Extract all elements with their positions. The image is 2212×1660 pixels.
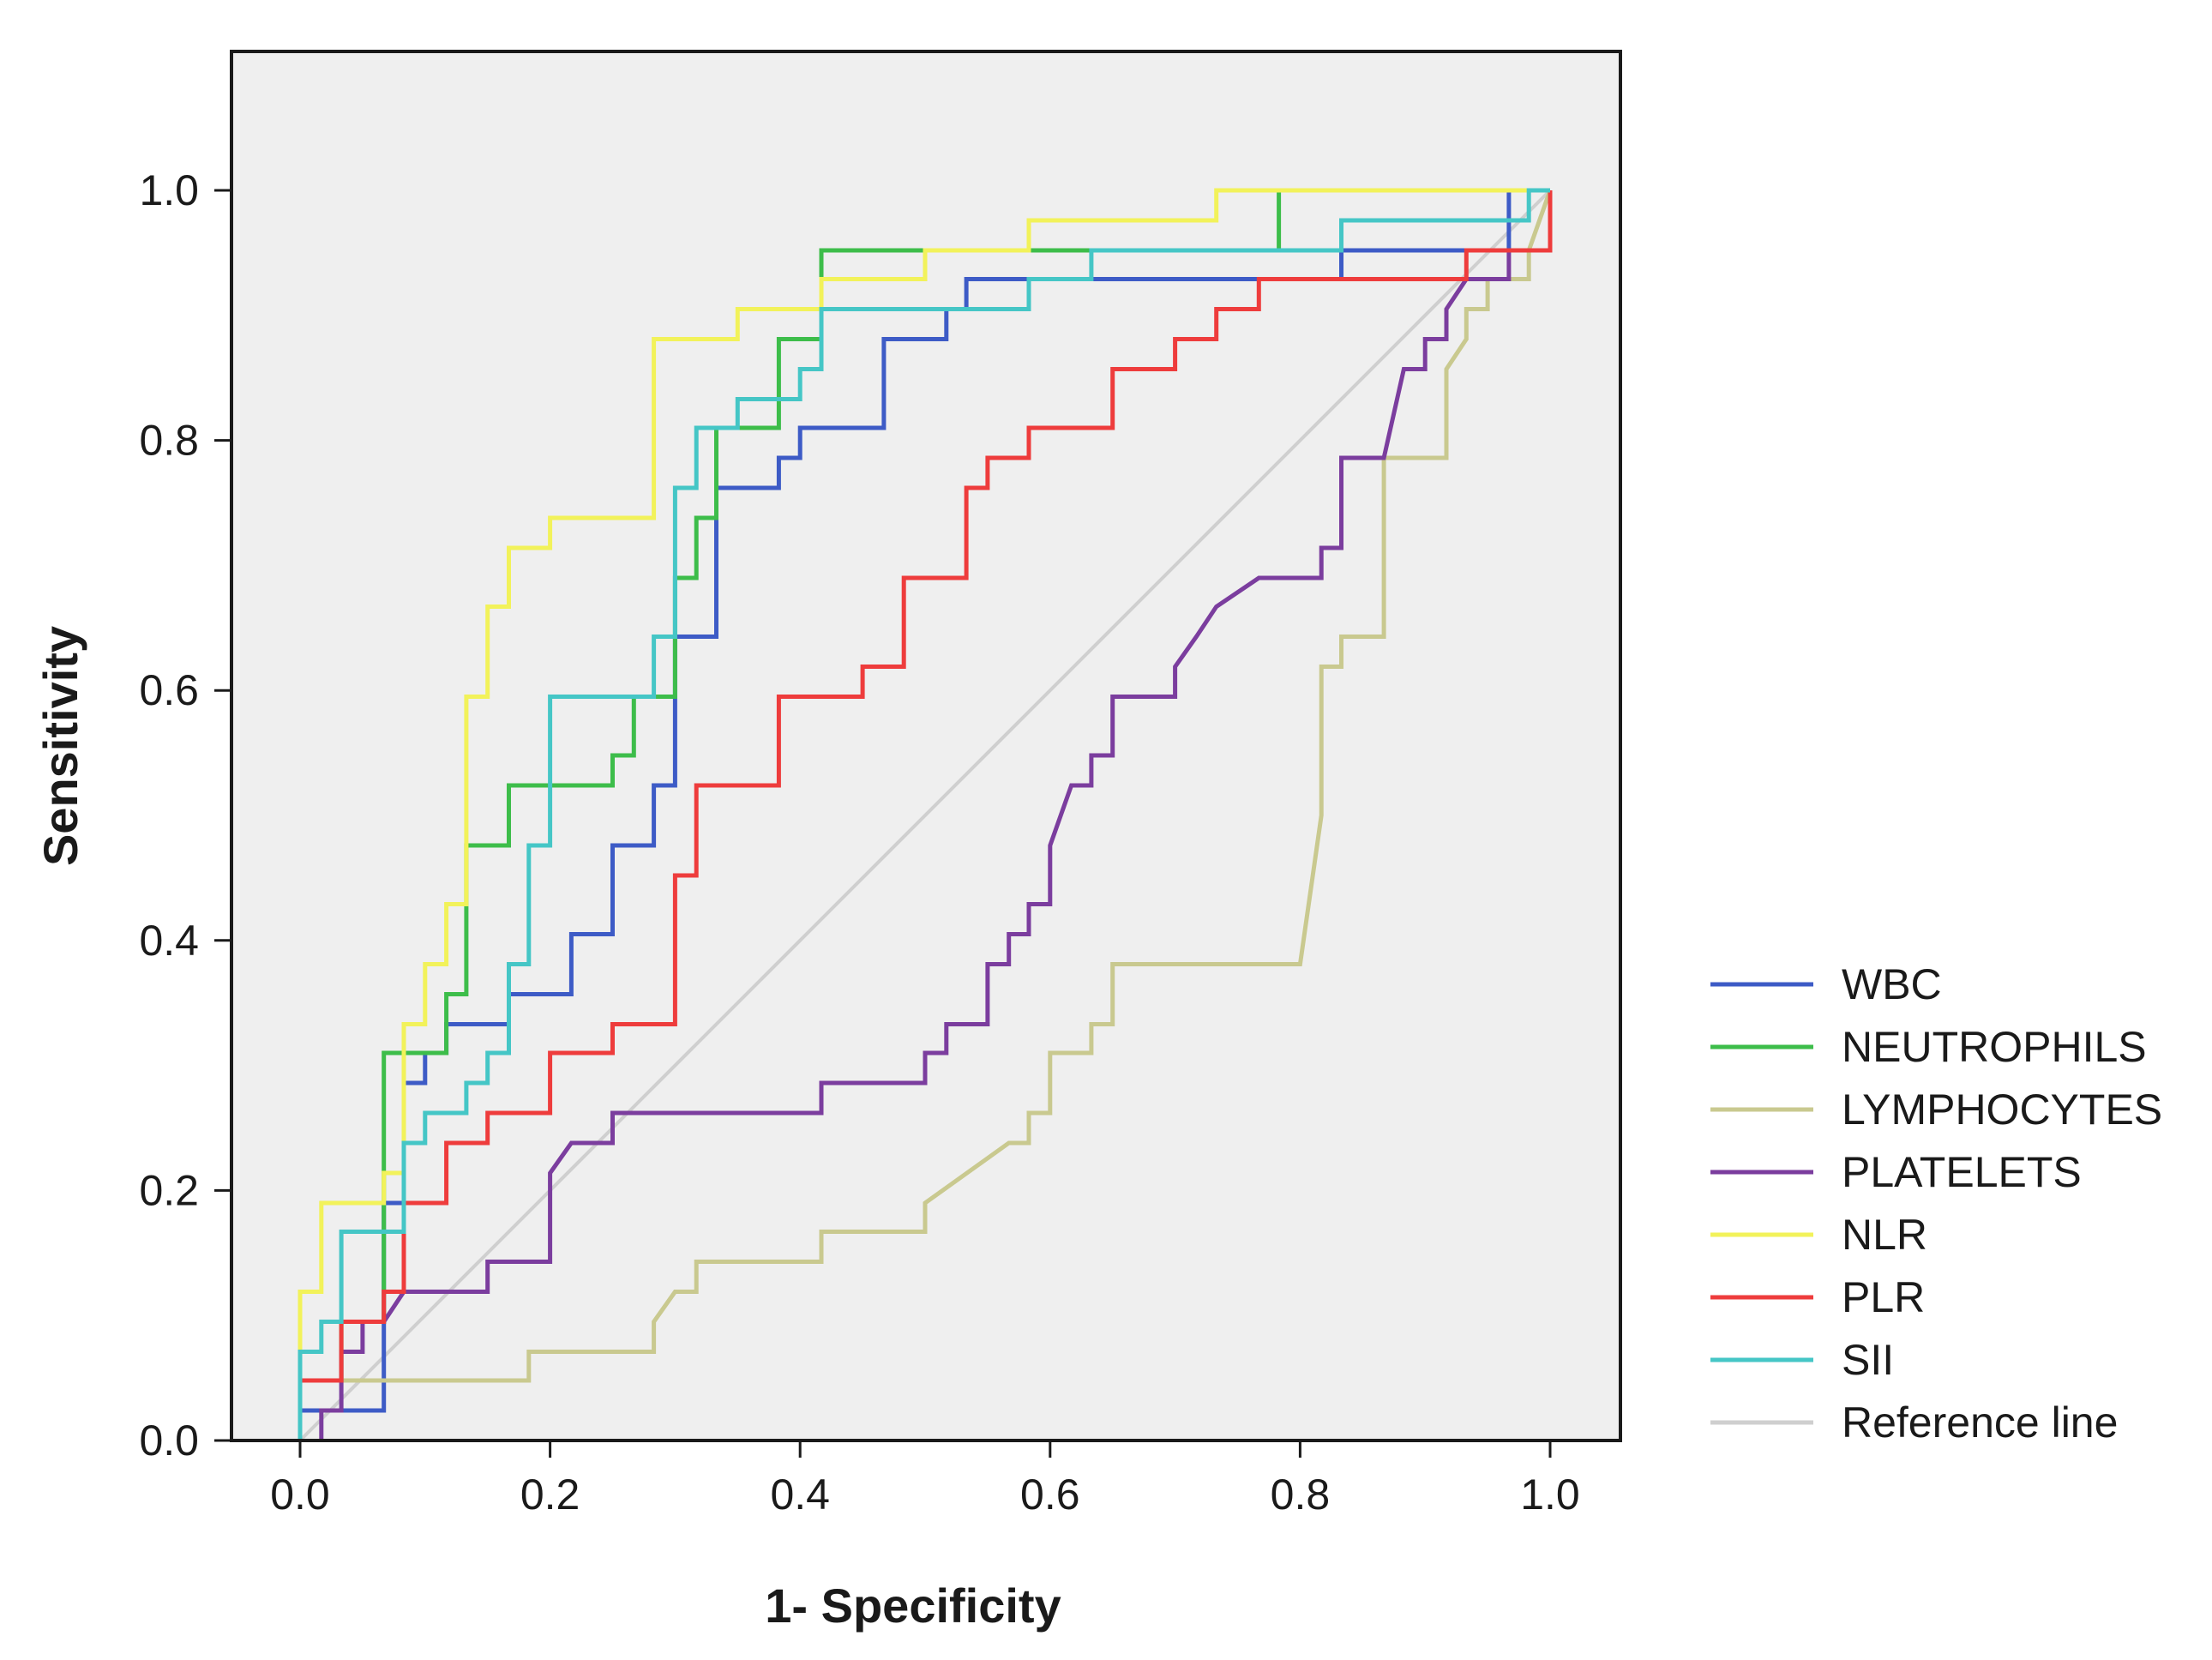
x-tick-label: 0.4 bbox=[770, 1471, 830, 1519]
series-line-platelets bbox=[319, 248, 1550, 1440]
series-line-neutrophils bbox=[298, 188, 1550, 1440]
x-tick-label: 0.0 bbox=[270, 1471, 330, 1519]
y-axis-title: Sensitivity bbox=[33, 626, 87, 866]
series-line-plr bbox=[298, 190, 1553, 1440]
legend-label: WBC bbox=[1842, 960, 1942, 1008]
x-tick-label: 0.2 bbox=[520, 1471, 580, 1519]
legend-label: PLR bbox=[1842, 1273, 1925, 1321]
legend-label: PLATELETS bbox=[1842, 1148, 2082, 1196]
x-tick-label: 0.8 bbox=[1271, 1471, 1331, 1519]
legend-label: SII bbox=[1842, 1336, 1894, 1384]
legend-item-sii: SII bbox=[1710, 1336, 1894, 1384]
y-tick-label: 0.2 bbox=[139, 1166, 199, 1214]
legend-label: Reference line bbox=[1842, 1398, 2118, 1446]
legend-label: NEUTROPHILS bbox=[1842, 1023, 2147, 1071]
legend-item-nlr: NLR bbox=[1710, 1211, 1927, 1259]
y-tick-label: 0.4 bbox=[139, 917, 199, 965]
legend-item-reference-line: Reference line bbox=[1710, 1398, 2118, 1446]
x-axis-title: 1- Specificity bbox=[765, 1579, 1061, 1633]
series-line-sii bbox=[298, 188, 1550, 1440]
legend-item-wbc: WBC bbox=[1710, 960, 1942, 1008]
y-tick-label: 0.8 bbox=[139, 417, 199, 465]
legend-item-neutrophils: NEUTROPHILS bbox=[1710, 1023, 2147, 1071]
series-line-reference-line bbox=[298, 189, 1552, 1442]
y-tick-label: 0.0 bbox=[139, 1416, 199, 1465]
x-tick-label: 1.0 bbox=[1520, 1471, 1580, 1519]
series-layer bbox=[298, 188, 1553, 1442]
series-line-lymphocytes bbox=[298, 189, 1553, 1440]
x-tick-label: 0.6 bbox=[1020, 1471, 1080, 1519]
y-tick-label: 1.0 bbox=[139, 166, 199, 214]
legend-label: NLR bbox=[1842, 1211, 1927, 1259]
legend-label: LYMPHOCYTES bbox=[1842, 1086, 2162, 1134]
y-tick-label: 0.6 bbox=[139, 666, 199, 714]
legend-item-platelets: PLATELETS bbox=[1710, 1148, 2082, 1196]
legend-item-lymphocytes: LYMPHOCYTES bbox=[1710, 1086, 2162, 1134]
legend-item-plr: PLR bbox=[1710, 1273, 1925, 1321]
axes-layer: 0.0 0.2 0.4 0.6 0.8 1.0 0.0 0.2 0.4 0.6 0.8 1.0 bbox=[139, 51, 1620, 1519]
legend: WBC NEUTROPHILS LYMPHOCYTES PLATELETS NLR PLR… bbox=[1710, 960, 2162, 1446]
series-line-nlr bbox=[298, 188, 1550, 1440]
